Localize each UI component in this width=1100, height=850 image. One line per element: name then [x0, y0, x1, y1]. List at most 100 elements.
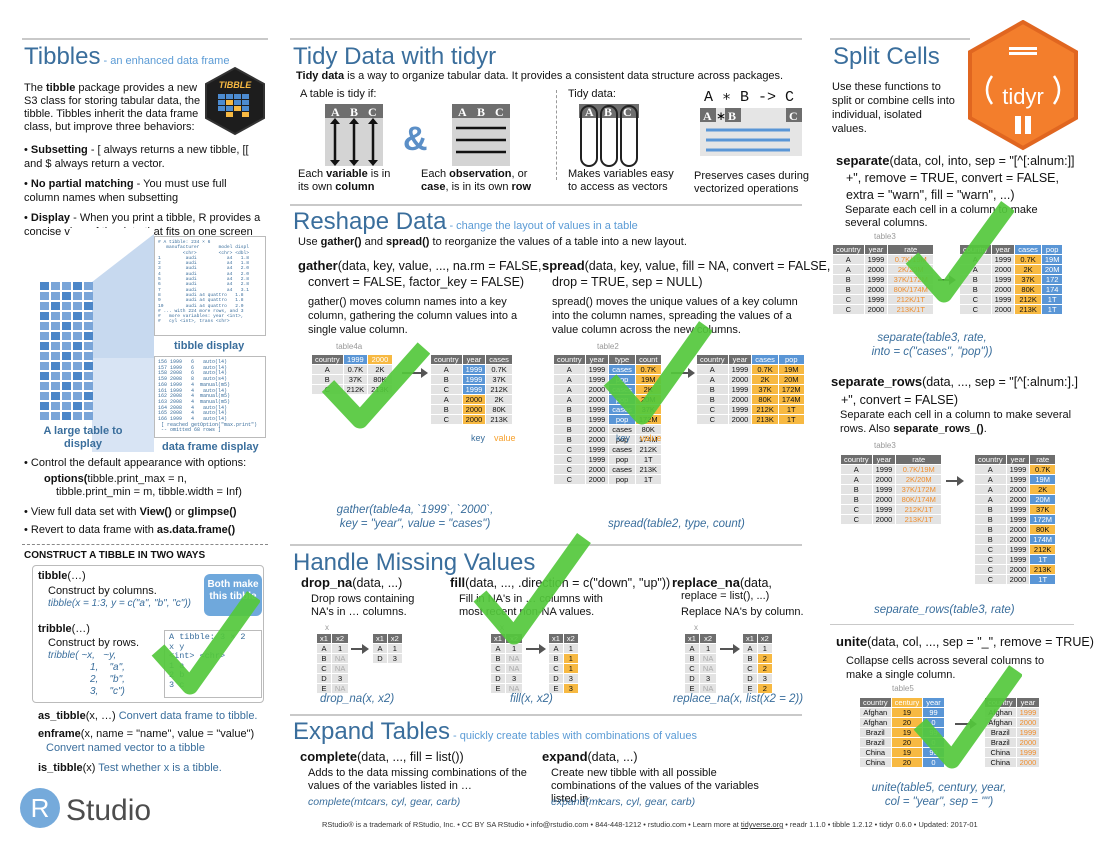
drop-na-desc: Drop rows containing NA's in … columns.	[311, 593, 415, 618]
grid-cell	[84, 392, 93, 400]
grid-cell	[84, 412, 93, 420]
table4a: country 1999 2000 A 0.7K 2K B 37K 80K C 212K 213K	[311, 354, 393, 395]
is-tibble-fn: is_tibble(x) Test whether x is a tibble.	[38, 762, 222, 774]
drop-na-fn: drop_na(data, ...)	[301, 575, 403, 590]
grid-cell	[73, 322, 82, 330]
grid-cell	[51, 402, 60, 410]
grid-cell	[73, 312, 82, 320]
tibble-logo: TIBBLE	[205, 66, 265, 136]
tribble-desc: Construct by rows.	[48, 637, 140, 649]
tidy-caption-3: Makes variables easy to access as vector…	[568, 168, 674, 193]
tibble-display-label: tibble display	[174, 340, 245, 352]
grid-cell	[51, 362, 60, 370]
svg-text:C: C	[368, 105, 377, 119]
grid-cell	[62, 312, 71, 320]
grid-cell	[73, 382, 82, 390]
table2: country year type count A 1999 cases 0.7K A 199…	[553, 354, 662, 485]
grid-cell	[40, 302, 49, 310]
grid-cell	[73, 402, 82, 410]
spread-key-label: key	[616, 433, 631, 443]
grid-cell	[62, 412, 71, 420]
svg-text:C: C	[495, 105, 504, 119]
split-title: Split Cells	[833, 43, 940, 70]
grid-cell	[84, 302, 93, 310]
grid-cell	[62, 342, 71, 350]
dataframe-print-box: 156 1999 6 auto(l4) 157 1999 6 auto(l4) …	[154, 356, 266, 438]
split-intro: Use these functions to split or combine …	[832, 81, 955, 135]
grid-cell	[51, 282, 60, 290]
replace-na-output: x1 x2 A 1 B 2 C 2 D 3 E 2	[742, 633, 773, 694]
grid-cell	[73, 332, 82, 340]
grid-cell	[84, 402, 93, 410]
grid-cell	[73, 372, 82, 380]
both-label: Both make this tibble	[204, 574, 262, 616]
grid-cell	[84, 322, 93, 330]
construct-box	[32, 565, 264, 703]
grid-cell	[62, 292, 71, 300]
grid-cell	[62, 392, 71, 400]
footer: RStudio® is a trademark of RStudio, Inc.…	[322, 820, 978, 829]
grid-cell	[84, 332, 93, 340]
grid-cell	[73, 302, 82, 310]
grid-cell	[40, 322, 49, 330]
separate-rows-output: country year rate A 1999 0.7K A 1999 19M A 2000 2…	[974, 454, 1057, 585]
svg-text:A: A	[458, 105, 467, 119]
grid-cell	[40, 372, 49, 380]
grid-cell	[62, 382, 71, 390]
table5-caption: table5	[892, 684, 914, 693]
tibbles-intro: The tibble package provides a new S3 cla…	[24, 82, 201, 133]
grid-cell	[51, 352, 60, 360]
fill-x-caption: x	[500, 623, 504, 632]
grid-cell	[62, 282, 71, 290]
svg-text:A: A	[703, 109, 712, 123]
grid-cell	[40, 342, 49, 350]
expand-title: Expand Tables - quickly create tables wit…	[293, 718, 697, 745]
separate-example: separate(table3, rate, into = c("cases", …	[871, 332, 993, 358]
unite-output: country year Afghan 1999 Afghan 2000 Brazil 1…	[984, 697, 1041, 768]
fill-desc: Fill in NA's in … columns with most rece…	[459, 593, 603, 618]
grid-cell	[84, 292, 93, 300]
grid-cell	[84, 342, 93, 350]
formula: A ∗ B -> C	[704, 89, 795, 106]
grid-cell	[40, 362, 49, 370]
tidy-caption-4: Preserves cases during vectorized operat…	[694, 170, 809, 195]
grid-cell	[84, 352, 93, 360]
tibble-desc: Construct by columns.	[48, 585, 157, 597]
complete-desc: Adds to the data missing combinations of…	[308, 767, 527, 792]
separate-output: country year cases pop A 1999 0.7K 19M A 2000 2K 2…	[959, 244, 1064, 315]
bullet-view: • View full data set with View() or glim…	[24, 506, 237, 518]
drop-na-output: x1 x2 A 1 D 3	[372, 633, 403, 664]
svg-text:A: A	[331, 105, 340, 119]
grid-cell	[40, 312, 49, 320]
bullet-subsetting: • Subsetting - [ always returns a new ti…	[24, 144, 249, 170]
bullet-partial-matching: • No partial matching - You must use ful…	[24, 178, 227, 204]
grid-cell	[84, 312, 93, 320]
grid-cell	[73, 292, 82, 300]
complete-fn: complete(data, ..., fill = list())	[300, 749, 464, 764]
grid-cell	[73, 362, 82, 370]
drop-na-input: x1 x2 A 1 B NA C NA D 3 E NA	[316, 633, 350, 694]
tidyverse-link[interactable]: tidyverse.org	[740, 820, 784, 829]
tribble-example: tribble( ~x, ~y, 1, "a", 2, "b", 3, "c")	[48, 650, 125, 697]
grid-cell	[73, 412, 82, 420]
replace-na-fn: replace_na(data,	[672, 575, 772, 590]
dataframe-display-label: data frame display	[162, 441, 259, 453]
grid-cell	[62, 402, 71, 410]
grid-cell	[51, 312, 60, 320]
tidy-if-label: A table is tidy if:	[300, 88, 377, 100]
gather-signature: gather(data, key, value, ..., na.rm = FA…	[298, 258, 542, 289]
grid-cell	[51, 392, 60, 400]
options-code: options(tibble.print_max = n, tibble.prin…	[44, 473, 242, 498]
separate-fn: separate(data, col, into, sep = "[^[:aln…	[836, 153, 1075, 202]
bullet-revert: • Revert to data frame with as.data.fram…	[24, 524, 236, 536]
grid-cell	[73, 392, 82, 400]
expand-fn: expand(data, ...)	[542, 749, 638, 764]
table2-caption: table2	[597, 342, 619, 351]
grid-cell	[51, 302, 60, 310]
missing-title: Handle Missing Values	[293, 549, 536, 576]
expand-desc: Create new tibble with all possible comb…	[551, 767, 759, 805]
grid-cell	[51, 412, 60, 420]
tibble-print-box: # A tibble: 234 × 6 manufacturer model d…	[154, 236, 266, 336]
